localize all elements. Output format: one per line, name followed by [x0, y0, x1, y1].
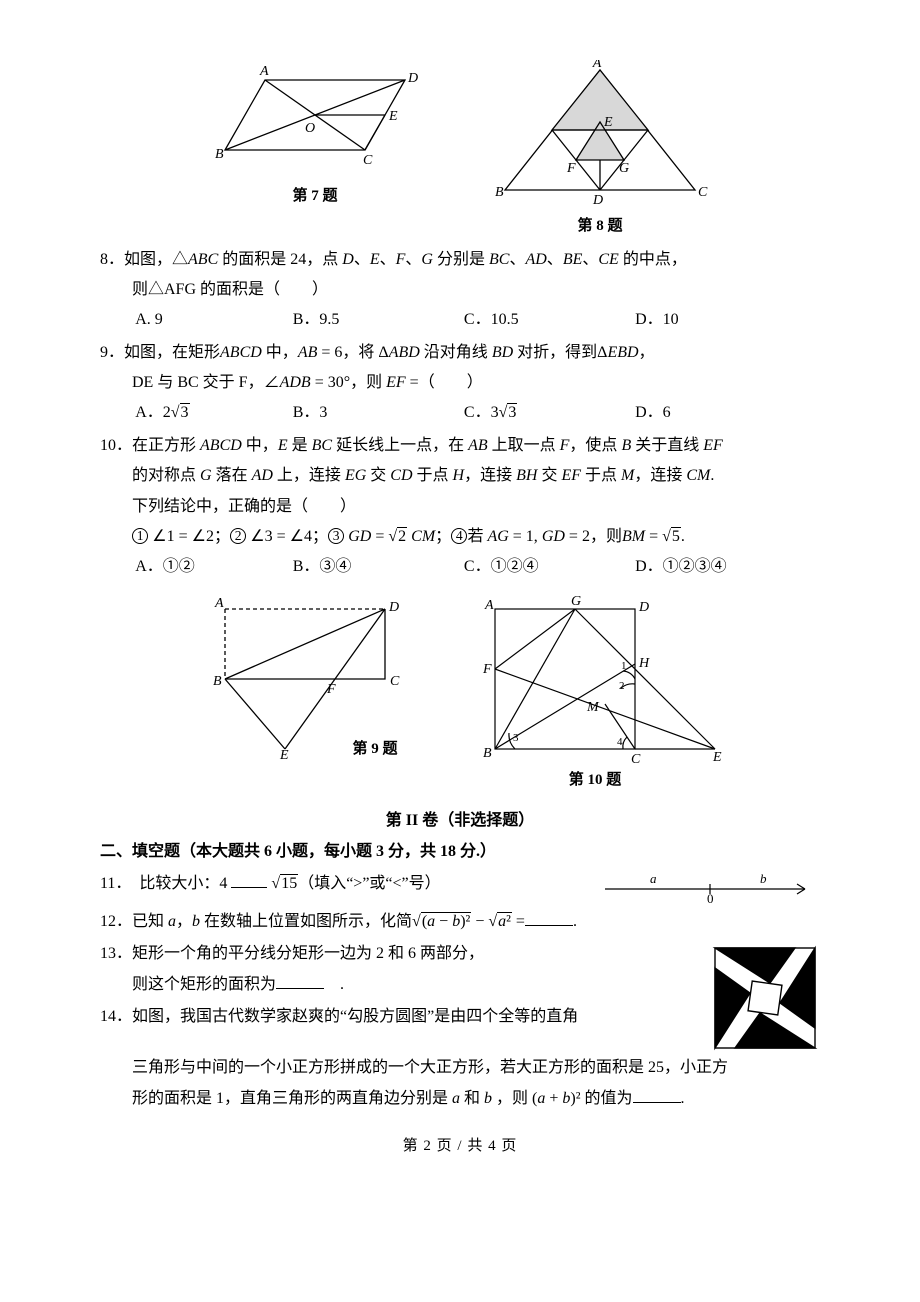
- figure-q8: A B C D E F G 第 8 题: [485, 60, 715, 241]
- svg-text:C: C: [363, 153, 373, 168]
- svg-text:a: a: [650, 871, 657, 886]
- pager-prefix: 第: [403, 1138, 419, 1154]
- q9-choice-a: A．23: [135, 398, 293, 428]
- question-11: a b 0 11． 比较大小：4 15（填入“>”或“<”号）: [100, 869, 820, 905]
- svg-q7: A D B C O E: [205, 60, 425, 180]
- caption-q7: 第 7 题: [205, 182, 425, 211]
- svg-text:G: G: [571, 594, 581, 609]
- q10-choice-d: D．①②③④: [635, 552, 820, 582]
- q13-line2-pre: 则这个矩形的面积为: [132, 976, 276, 993]
- svg-text:1: 1: [621, 660, 627, 672]
- svg-text:4: 4: [617, 736, 623, 748]
- blank-q12: [525, 909, 573, 926]
- q10-choice-c: C．①②④: [464, 552, 635, 582]
- pinwheel-figure: [710, 943, 820, 1053]
- svg-text:B: B: [495, 185, 504, 200]
- section2-heading: 二、填空题（本大题共 6 小题，每小题 3 分，共 18 分.）: [100, 837, 820, 867]
- question-10: 10．在正方形 ABCD 中，E 是 BC 延长线上一点，在 AB 上取一点 F…: [100, 431, 820, 583]
- blank-q14: [633, 1086, 681, 1103]
- svg-text:2: 2: [619, 680, 625, 692]
- q9-line2: DE 与 BC 交于 F，∠ADB = 30°，则 EF =（ ）: [132, 368, 820, 398]
- svg-text:D: D: [388, 600, 399, 615]
- svg-text:D: D: [638, 600, 649, 615]
- question-13: 13．矩形一个角的平分线分矩形一边为 2 和 6 两部分， 则这个矩形的面积为 …: [100, 939, 820, 1000]
- svg-q9: A D B C F E: [185, 589, 425, 759]
- svg-text:G: G: [619, 161, 629, 176]
- q10-statements: 1 ∠1 = ∠2；2 ∠3 = ∠4；3 GD = 2 CM；4若 AG = …: [132, 522, 820, 552]
- q13-line2-post: .: [324, 976, 344, 993]
- pager-suffix: 页: [501, 1138, 517, 1154]
- svg-text:F: F: [482, 662, 492, 677]
- svg-text:O: O: [305, 121, 315, 136]
- q9-choice-c: C．33: [464, 398, 635, 428]
- svg-text:B: B: [213, 674, 222, 689]
- question-9: 9．如图，在矩形ABCD 中，AB = 6，将 ΔABD 沿对角线 BD 对折，…: [100, 338, 820, 429]
- q10-line2: 的对称点 G 落在 AD 上，连接 EG 交 CD 于点 H，连接 BH 交 E…: [132, 461, 820, 491]
- q10-choice-b: B．③④: [293, 552, 464, 582]
- numberline-figure: a b 0: [600, 869, 820, 905]
- q10-line1: 10．在正方形 ABCD 中，E 是 BC 延长线上一点，在 AB 上取一点 F…: [100, 431, 820, 461]
- svg-text:A: A: [259, 64, 269, 79]
- svg-text:E: E: [603, 115, 613, 130]
- svg-text:F: F: [566, 161, 576, 176]
- blank-q13: [276, 972, 324, 989]
- question-12: 12．已知 a，b 在数轴上位置如图所示，化简(a − b)² − a² =.: [100, 907, 820, 937]
- svg-text:B: B: [215, 147, 224, 162]
- q10-choices: A．①② B．③④ C．①②④ D．①②③④: [135, 552, 820, 582]
- pager-current: 2: [423, 1138, 432, 1154]
- figure-q7: A D B C O E 第 7 题: [205, 60, 425, 241]
- svg-text:D: D: [592, 193, 603, 208]
- svg-text:F: F: [326, 682, 336, 697]
- svg-text:E: E: [388, 109, 398, 124]
- q8-line1: 8．如图，△ABC 的面积是 24，点 D、E、F、G 分别是 BC、AD、BE…: [100, 245, 820, 275]
- svg-text:C: C: [631, 752, 641, 764]
- svg-text:M: M: [586, 700, 600, 715]
- q8-choices: A. 9 B．9.5 C．10.5 D．10: [135, 305, 820, 335]
- page-number: 第 2 页 / 共 4 页: [100, 1132, 820, 1161]
- svg-text:A: A: [592, 60, 602, 71]
- q9-line1: 9．如图，在矩形ABCD 中，AB = 6，将 ΔABD 沿对角线 BD 对折，…: [100, 338, 820, 368]
- question-8: 8．如图，△ABC 的面积是 24，点 D、E、F、G 分别是 BC、AD、BE…: [100, 245, 820, 336]
- q10-choice-a: A．①②: [135, 552, 293, 582]
- q9-choice-b: B．3: [293, 398, 464, 428]
- svg-text:b: b: [760, 871, 767, 886]
- svg-text:H: H: [638, 656, 650, 671]
- q8-line2: 则△AFG 的面积是（ ）: [132, 275, 820, 305]
- svg-text:D: D: [407, 71, 418, 86]
- q10-line3: 下列结论中，正确的是（ ）: [132, 492, 820, 522]
- part2-title: 第 II 卷（非选择题）: [100, 806, 820, 836]
- svg-q8: A B C D E F G: [485, 60, 715, 210]
- figure-row-9-10: A D B C F E 第 9 题: [100, 589, 820, 795]
- svg-text:C: C: [698, 185, 708, 200]
- svg-q10: A G D F H M B C E 1 2 3 4: [455, 589, 735, 764]
- q8-choice-a: A. 9: [135, 305, 293, 335]
- caption-q10: 第 10 题: [455, 766, 735, 795]
- svg-text:3: 3: [513, 732, 519, 744]
- q8-choice-d: D．10: [635, 305, 820, 335]
- q9-choices: A．23 B．3 C．33 D．6: [135, 398, 820, 428]
- pager-mid: 页 / 共: [437, 1138, 484, 1154]
- svg-text:0: 0: [707, 891, 714, 905]
- figure-q9: A D B C F E 第 9 题: [185, 589, 425, 795]
- q14-line2: 三角形与中间的一个小正方形拼成的一个大正方形，若大正方形的面积是 25，小正方: [132, 1053, 820, 1083]
- caption-q8: 第 8 题: [485, 212, 715, 241]
- figure-row-7-8: A D B C O E 第 7 题 A B C: [100, 60, 820, 241]
- q8-choice-b: B．9.5: [293, 305, 464, 335]
- q14-line3: 形的面积是 1，直角三角形的两直角边分别是 a 和 b ，则 (a + b)² …: [132, 1084, 820, 1114]
- q9-choice-d: D．6: [635, 398, 820, 428]
- svg-text:E: E: [712, 750, 722, 764]
- pager-total: 4: [488, 1138, 497, 1154]
- blank-q11: [231, 871, 267, 888]
- caption-q9: 第 9 题: [255, 735, 495, 764]
- q8-choice-c: C．10.5: [464, 305, 635, 335]
- svg-text:C: C: [390, 674, 400, 689]
- svg-text:A: A: [484, 598, 494, 613]
- figure-q10: A G D F H M B C E 1 2 3 4 第 10 题: [455, 589, 735, 795]
- svg-text:A: A: [214, 596, 224, 611]
